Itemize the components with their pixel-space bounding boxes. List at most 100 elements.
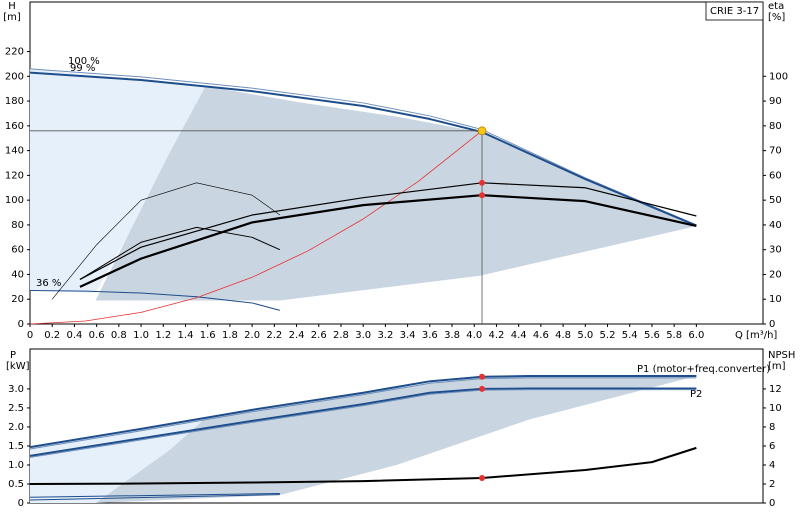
y-tick-label: 0 bbox=[18, 319, 24, 330]
curve bbox=[29, 130, 483, 325]
x-tick-label: 0 bbox=[27, 330, 33, 341]
y2-tick-label: 12 bbox=[769, 384, 782, 395]
y2-tick-label: 50 bbox=[769, 195, 782, 206]
curve bbox=[29, 290, 281, 311]
range-area bbox=[30, 417, 206, 503]
y2-tick-label: 90 bbox=[769, 96, 782, 107]
y2-tick-label: 30 bbox=[769, 245, 782, 256]
curve bbox=[29, 68, 697, 226]
y2-tick-label: 0 bbox=[769, 498, 775, 509]
y-tick-label: 20 bbox=[11, 294, 24, 305]
operating-point bbox=[477, 126, 487, 136]
y-tick-label: 2.0 bbox=[8, 422, 24, 433]
curve bbox=[51, 182, 281, 300]
x-tick-label: 1.6 bbox=[200, 330, 216, 341]
x-tick-label: 2.4 bbox=[289, 330, 305, 341]
curve-label: 100 % bbox=[68, 56, 100, 67]
x-tick-label: 3.4 bbox=[400, 330, 416, 341]
x-tick-label: 2.8 bbox=[333, 330, 349, 341]
x-axis-label: Q [m³/h] bbox=[735, 330, 777, 341]
y2-tick-label: 0 bbox=[769, 319, 775, 330]
y-tick-label: 120 bbox=[5, 170, 24, 181]
x-tick-label: 2.6 bbox=[311, 330, 327, 341]
x-tick-label: 4.4 bbox=[511, 330, 527, 341]
curve-label: P1 (motor+freq.converter) bbox=[637, 364, 770, 375]
y2-tick-label: 70 bbox=[769, 146, 782, 157]
x-tick-label: 3.8 bbox=[444, 330, 460, 341]
y-axis-label: H bbox=[8, 1, 16, 12]
y-tick-label: 220 bbox=[5, 47, 24, 58]
x-tick-label: 5.4 bbox=[622, 330, 638, 341]
chart-title: CRIE 3-17 bbox=[710, 6, 759, 17]
y-tick-label: 1.0 bbox=[8, 460, 24, 471]
y2-tick-label: 40 bbox=[769, 220, 782, 231]
y2-axis-unit: [m] bbox=[768, 361, 786, 372]
y-tick-label: 40 bbox=[11, 269, 24, 280]
y-tick-label: 1.5 bbox=[8, 441, 24, 452]
x-tick-label: 3.0 bbox=[355, 330, 371, 341]
x-tick-label: 2.2 bbox=[266, 330, 282, 341]
curve-label: 99 % bbox=[70, 63, 95, 74]
curve bbox=[29, 446, 697, 485]
y-tick-label: 100 bbox=[5, 195, 24, 206]
y2-axis-label: eta bbox=[768, 1, 784, 12]
x-tick-label: 4.2 bbox=[489, 330, 505, 341]
y2-tick-label: 4 bbox=[769, 460, 775, 471]
x-tick-label: 5.6 bbox=[644, 330, 660, 341]
y-tick-label: 160 bbox=[5, 121, 24, 132]
y-tick-label: 180 bbox=[5, 96, 24, 107]
x-tick-label: 0.8 bbox=[111, 330, 127, 341]
x-tick-label: 1.4 bbox=[178, 330, 194, 341]
operating-point bbox=[479, 385, 486, 392]
y-axis-label: P bbox=[10, 350, 16, 361]
y2-axis-label: NPSH bbox=[768, 350, 795, 361]
curve bbox=[79, 226, 281, 280]
curve bbox=[29, 374, 697, 449]
curve bbox=[29, 492, 280, 498]
y2-tick-label: 80 bbox=[769, 121, 782, 132]
curve bbox=[29, 387, 697, 457]
y-axis-unit: [kW] bbox=[6, 361, 30, 372]
x-tick-label: 0.6 bbox=[89, 330, 105, 341]
operating-point bbox=[479, 179, 486, 186]
curve bbox=[29, 71, 697, 227]
y-tick-label: 0.5 bbox=[8, 479, 24, 490]
curve bbox=[79, 182, 697, 280]
curve bbox=[29, 494, 280, 501]
x-tick-label: 6.0 bbox=[688, 330, 704, 341]
x-tick-label: 2.0 bbox=[244, 330, 260, 341]
x-tick-label: 0.2 bbox=[44, 330, 60, 341]
y-axis-unit: [m] bbox=[3, 12, 21, 23]
x-tick-label: 5.8 bbox=[666, 330, 682, 341]
x-tick-label: 5.2 bbox=[600, 330, 616, 341]
y-tick-label: 0 bbox=[18, 498, 24, 509]
x-tick-label: 4.8 bbox=[555, 330, 571, 341]
operating-point bbox=[479, 192, 486, 199]
curve-label: P2 bbox=[690, 389, 702, 400]
curve-label: 36 % bbox=[36, 278, 61, 289]
y2-tick-label: 8 bbox=[769, 422, 775, 433]
y-tick-label: 60 bbox=[11, 245, 24, 256]
title-box bbox=[705, 1, 764, 21]
range-area bbox=[95, 375, 697, 503]
x-tick-label: 4.0 bbox=[466, 330, 482, 341]
y-tick-label: 200 bbox=[5, 71, 24, 82]
y2-tick-label: 20 bbox=[769, 269, 782, 280]
x-tick-label: 3.6 bbox=[422, 330, 438, 341]
x-tick-label: 1.0 bbox=[133, 330, 149, 341]
operating-point bbox=[479, 474, 486, 481]
y2-tick-label: 6 bbox=[769, 441, 775, 452]
curve bbox=[29, 389, 697, 458]
operating-point bbox=[479, 373, 486, 380]
y-tick-label: 2.5 bbox=[8, 403, 24, 414]
y2-axis-unit: [%] bbox=[768, 12, 785, 23]
y2-tick-label: 10 bbox=[769, 403, 782, 414]
x-tick-label: 5.0 bbox=[577, 330, 593, 341]
x-tick-label: 1.2 bbox=[155, 330, 171, 341]
y2-tick-label: 2 bbox=[769, 479, 775, 490]
y2-tick-label: 100 bbox=[769, 71, 788, 82]
x-tick-label: 4.6 bbox=[533, 330, 549, 341]
